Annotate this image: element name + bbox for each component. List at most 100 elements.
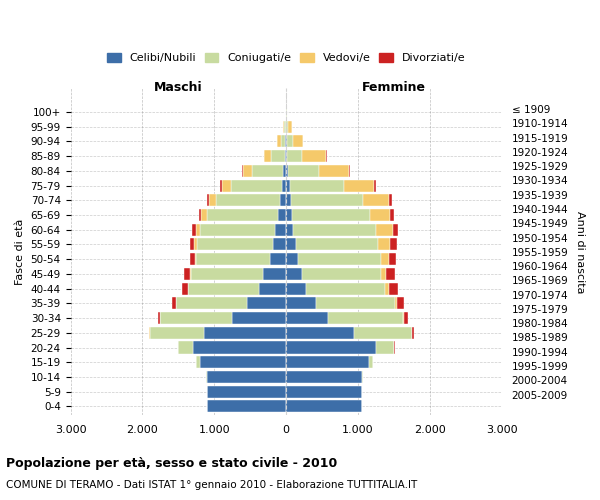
Bar bbox=[160, 312, 232, 324]
Bar bbox=[376, 224, 392, 236]
Bar bbox=[286, 312, 328, 324]
Bar bbox=[286, 238, 296, 250]
Bar bbox=[265, 150, 271, 162]
Bar bbox=[316, 298, 395, 310]
Bar bbox=[286, 253, 298, 265]
Bar bbox=[275, 224, 286, 236]
Bar bbox=[206, 371, 207, 383]
Bar bbox=[182, 282, 188, 294]
Bar bbox=[207, 194, 209, 206]
Bar bbox=[307, 282, 385, 294]
Text: Popolazione per età, sesso e stato civile - 2010: Popolazione per età, sesso e stato civil… bbox=[6, 458, 337, 470]
Bar bbox=[184, 268, 190, 280]
Text: Femmine: Femmine bbox=[362, 81, 426, 94]
Bar bbox=[374, 180, 376, 192]
Bar bbox=[369, 356, 373, 368]
Bar bbox=[190, 238, 194, 250]
Bar bbox=[203, 327, 286, 339]
Legend: Celibi/Nubili, Coniugati/e, Vedovi/e, Divorziati/e: Celibi/Nubili, Coniugati/e, Vedovi/e, Di… bbox=[103, 48, 469, 68]
Bar bbox=[386, 268, 395, 280]
Bar bbox=[412, 327, 413, 339]
Bar bbox=[199, 209, 202, 221]
Bar bbox=[286, 282, 307, 294]
Bar bbox=[243, 165, 251, 177]
Bar bbox=[385, 282, 389, 294]
Bar bbox=[302, 268, 381, 280]
Bar bbox=[284, 120, 286, 132]
Bar bbox=[280, 194, 286, 206]
Bar bbox=[355, 327, 412, 339]
Bar bbox=[296, 238, 378, 250]
Bar bbox=[286, 120, 288, 132]
Bar bbox=[391, 238, 397, 250]
Bar bbox=[389, 282, 398, 294]
Bar bbox=[188, 282, 259, 294]
Bar bbox=[389, 194, 392, 206]
Bar bbox=[193, 342, 286, 353]
Bar bbox=[263, 268, 286, 280]
Bar bbox=[391, 209, 394, 221]
Bar bbox=[292, 209, 370, 221]
Bar bbox=[196, 253, 269, 265]
Bar bbox=[193, 224, 196, 236]
Bar bbox=[381, 268, 386, 280]
Bar bbox=[286, 386, 362, 398]
Bar bbox=[287, 136, 293, 147]
Bar bbox=[286, 165, 289, 177]
Bar bbox=[370, 209, 391, 221]
Bar bbox=[286, 268, 302, 280]
Bar bbox=[291, 194, 363, 206]
Bar bbox=[149, 327, 203, 339]
Bar bbox=[232, 312, 286, 324]
Bar bbox=[286, 400, 362, 412]
Bar bbox=[231, 180, 281, 192]
Bar bbox=[286, 180, 290, 192]
Bar bbox=[389, 253, 396, 265]
Bar bbox=[200, 356, 286, 368]
Bar bbox=[281, 180, 286, 192]
Bar bbox=[363, 194, 389, 206]
Bar bbox=[196, 356, 200, 368]
Bar bbox=[288, 120, 292, 132]
Bar bbox=[286, 224, 293, 236]
Bar bbox=[286, 209, 292, 221]
Y-axis label: Anni di nascita: Anni di nascita bbox=[575, 210, 585, 293]
Bar bbox=[381, 253, 389, 265]
Bar bbox=[283, 120, 284, 132]
Bar bbox=[293, 224, 376, 236]
Bar bbox=[220, 180, 222, 192]
Bar bbox=[209, 194, 217, 206]
Bar bbox=[281, 136, 286, 147]
Bar bbox=[284, 150, 286, 162]
Bar bbox=[202, 209, 207, 221]
Bar bbox=[158, 312, 160, 324]
Bar bbox=[344, 180, 374, 192]
Bar bbox=[395, 298, 397, 310]
Bar bbox=[251, 165, 283, 177]
Bar bbox=[194, 238, 197, 250]
Bar bbox=[378, 238, 391, 250]
Text: COMUNE DI TERAMO - Dati ISTAT 1° gennaio 2010 - Elaborazione TUTTITALIA.IT: COMUNE DI TERAMO - Dati ISTAT 1° gennaio… bbox=[6, 480, 417, 490]
Bar bbox=[286, 150, 287, 162]
Bar bbox=[242, 165, 243, 177]
Bar bbox=[194, 253, 196, 265]
Text: Maschi: Maschi bbox=[154, 81, 203, 94]
Bar bbox=[403, 312, 404, 324]
Bar bbox=[269, 253, 286, 265]
Bar bbox=[298, 253, 381, 265]
Bar bbox=[349, 165, 350, 177]
Bar bbox=[362, 371, 363, 383]
Bar bbox=[196, 224, 200, 236]
Bar bbox=[200, 224, 275, 236]
Bar bbox=[176, 298, 247, 310]
Bar bbox=[293, 136, 304, 147]
Bar bbox=[272, 238, 286, 250]
Bar bbox=[207, 371, 286, 383]
Bar bbox=[289, 165, 319, 177]
Bar bbox=[207, 400, 286, 412]
Bar bbox=[286, 194, 291, 206]
Bar bbox=[286, 371, 362, 383]
Y-axis label: Fasce di età: Fasce di età bbox=[15, 218, 25, 285]
Bar bbox=[376, 342, 394, 353]
Bar bbox=[277, 136, 281, 147]
